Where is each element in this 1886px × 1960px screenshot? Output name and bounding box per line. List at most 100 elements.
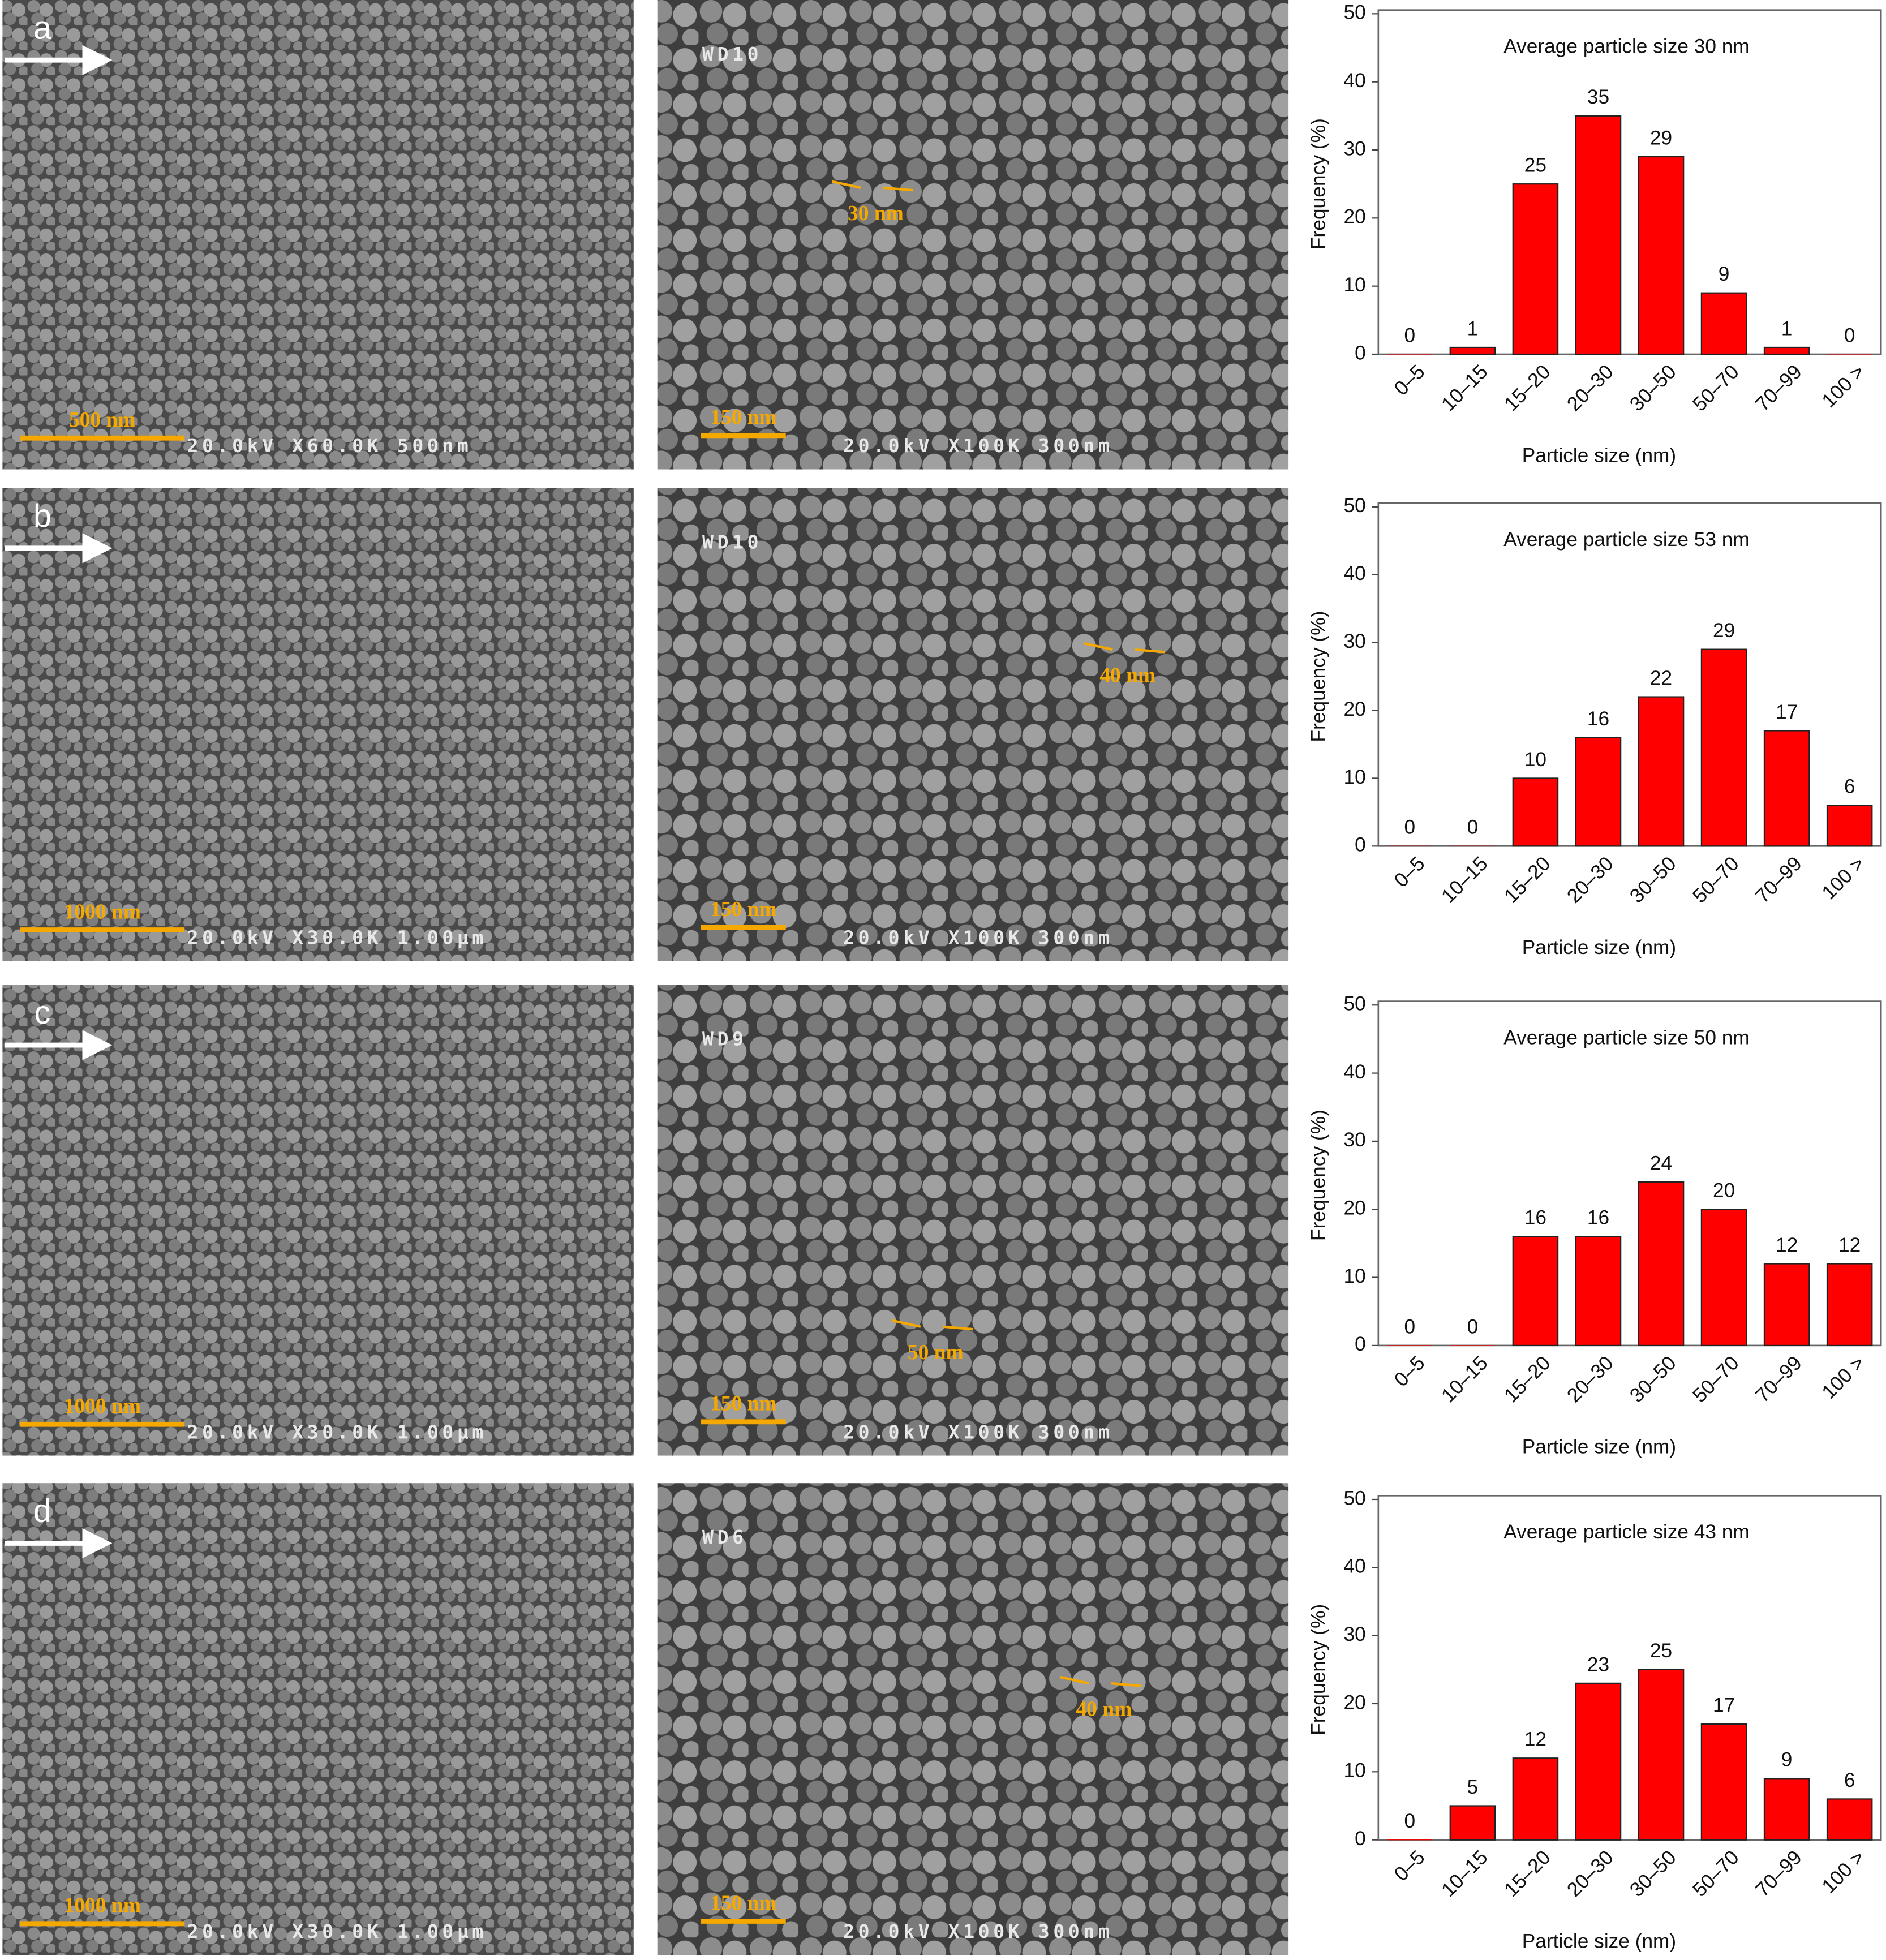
data-label: 0 [1467, 1316, 1479, 1338]
plot-frame [1377, 1000, 1882, 1347]
x-tick-label: 30–50 [1626, 1352, 1681, 1407]
x-tick-label: 10–15 [1437, 1846, 1492, 1901]
bar [1575, 115, 1622, 355]
y-tick-label: 20 [1344, 1197, 1366, 1219]
x-tick-label: 15–20 [1500, 853, 1555, 908]
x-tick-label: 50–70 [1689, 1352, 1743, 1407]
sem-image [657, 1483, 1289, 1955]
x-tick-label: 10–15 [1437, 360, 1492, 415]
plot-frame [1377, 502, 1882, 847]
x-tick-label: 70–99 [1751, 1846, 1806, 1901]
bar [1575, 737, 1622, 847]
data-label: 12 [1524, 1729, 1546, 1751]
working-distance: WD10 [702, 43, 762, 65]
bar [1700, 292, 1747, 355]
bar [1512, 1757, 1559, 1841]
pointer [1135, 648, 1166, 654]
y-tick-label: 20 [1344, 206, 1366, 228]
y-tick-label: 40 [1344, 1061, 1366, 1083]
bar [1512, 777, 1559, 847]
pointer [1111, 1682, 1142, 1687]
info-bar: 20.0kV X30.0K 1.00µm [187, 1920, 487, 1942]
annotation: Average particle size 53 nm [1503, 528, 1750, 551]
feature-size: 50 nm [908, 1341, 964, 1364]
y-axis-label: Frequency (%) [1308, 1110, 1330, 1241]
x-tick-label: 70–99 [1751, 360, 1806, 415]
x-tick-label: 50–70 [1689, 360, 1743, 415]
plot-frame [1377, 9, 1882, 355]
bar [1826, 1263, 1873, 1347]
y-tick-label: 50 [1344, 1487, 1366, 1509]
x-axis-label: Particle size (nm) [1522, 936, 1676, 958]
data-label: 10 [1524, 749, 1546, 771]
bar [1512, 183, 1559, 355]
arrow-head [82, 45, 113, 75]
scale-bar-label: 500 nm [69, 409, 136, 432]
info-bar: 20.0kV X100K 300nm [843, 1920, 1113, 1942]
scale-bar-label: 150 nm [710, 406, 777, 429]
data-label: 20 [1713, 1180, 1735, 1202]
y-axis-label: Frequency (%) [1308, 611, 1330, 742]
bar [1763, 730, 1810, 847]
data-label: 16 [1587, 708, 1609, 730]
bar [1638, 696, 1685, 847]
sem-image [657, 488, 1289, 961]
bar [1638, 156, 1685, 355]
x-tick-label: 0–5 [1390, 1352, 1429, 1391]
x-tick-label: 10–15 [1437, 1352, 1492, 1407]
scale-bar-label: 150 nm [710, 898, 777, 921]
x-axis-label: Particle size (nm) [1522, 445, 1676, 467]
x-tick-label: 10–15 [1437, 853, 1492, 908]
data-label: 17 [1713, 1694, 1735, 1716]
data-label: 6 [1844, 1769, 1855, 1791]
info-bar: 20.0kV X30.0K 1.00µm [187, 1421, 487, 1443]
working-distance: WD10 [702, 531, 762, 553]
x-tick-label: 30–50 [1626, 1846, 1681, 1901]
bar [1700, 1209, 1747, 1347]
data-label: 22 [1650, 667, 1672, 689]
sem-image [657, 0, 1289, 470]
bar [1763, 1778, 1810, 1841]
sem-image [2, 985, 634, 1456]
data-label: 12 [1838, 1234, 1861, 1256]
bar [1826, 1798, 1873, 1841]
sem-image [2, 488, 634, 961]
y-axis-label: Frequency (%) [1308, 1604, 1330, 1735]
y-tick-label: 20 [1344, 698, 1366, 720]
bar [1763, 346, 1810, 355]
pointer [1084, 642, 1113, 651]
data-label: 29 [1650, 127, 1672, 149]
data-label: 9 [1719, 263, 1730, 285]
y-tick-label: 10 [1344, 1265, 1366, 1287]
bar [1575, 1682, 1622, 1841]
panel-label: d [33, 1493, 51, 1529]
pointer [831, 180, 861, 189]
pointer [883, 186, 913, 192]
working-distance: WD6 [702, 1526, 747, 1548]
feature-size: 40 nm [1076, 1697, 1132, 1721]
arrow-head [82, 533, 113, 564]
x-tick-label: 50–70 [1689, 1846, 1743, 1901]
y-tick-label: 30 [1344, 137, 1366, 160]
x-tick-label: 0–5 [1390, 1846, 1429, 1885]
bar [1449, 346, 1496, 355]
data-label: 25 [1524, 154, 1546, 176]
bar [1512, 1236, 1559, 1347]
x-tick-label: 70–99 [1751, 1352, 1806, 1407]
info-bar: 20.0kV X100K 300nm [843, 926, 1113, 948]
feature-size: 40 nm [1099, 664, 1155, 687]
x-tick-label: 20–30 [1563, 853, 1618, 908]
sem-image [657, 985, 1289, 1456]
y-tick-label: 50 [1344, 993, 1366, 1015]
y-tick-label: 0 [1355, 342, 1366, 364]
bar [1763, 1263, 1810, 1347]
data-label: 1 [1467, 317, 1479, 339]
y-tick-label: 10 [1344, 766, 1366, 788]
panel-label: a [33, 10, 51, 46]
pointer [891, 1319, 921, 1328]
x-tick-label: 50–70 [1689, 853, 1743, 908]
x-tick-label: 15–20 [1500, 1352, 1555, 1407]
data-label: 0 [1844, 324, 1855, 346]
x-tick-label: 15–20 [1500, 1846, 1555, 1901]
